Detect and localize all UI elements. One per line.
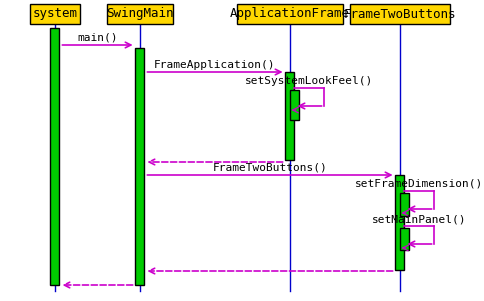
Text: SwingMain: SwingMain [106,8,173,20]
Text: FrameTwoButtons(): FrameTwoButtons() [212,163,327,173]
Bar [349,4,449,24]
Text: system: system [32,8,77,20]
Text: setMainPanel(): setMainPanel() [372,214,466,224]
Bar [237,4,342,24]
Bar [399,228,408,250]
Bar [285,72,294,160]
Bar [394,175,404,270]
Text: FrameApplication(): FrameApplication() [154,60,275,70]
Bar [289,90,298,120]
Text: setFrameDimension(): setFrameDimension() [355,179,483,189]
Bar [30,4,79,24]
Text: ApplicationFrame: ApplicationFrame [229,8,349,20]
Text: FrameTwoButtons: FrameTwoButtons [343,8,455,20]
Bar [106,4,173,24]
Bar [50,28,60,285]
Bar [135,48,144,285]
Text: main(): main() [77,33,118,43]
Bar [399,193,408,216]
Text: setSystemLookFeel(): setSystemLookFeel() [245,76,373,86]
